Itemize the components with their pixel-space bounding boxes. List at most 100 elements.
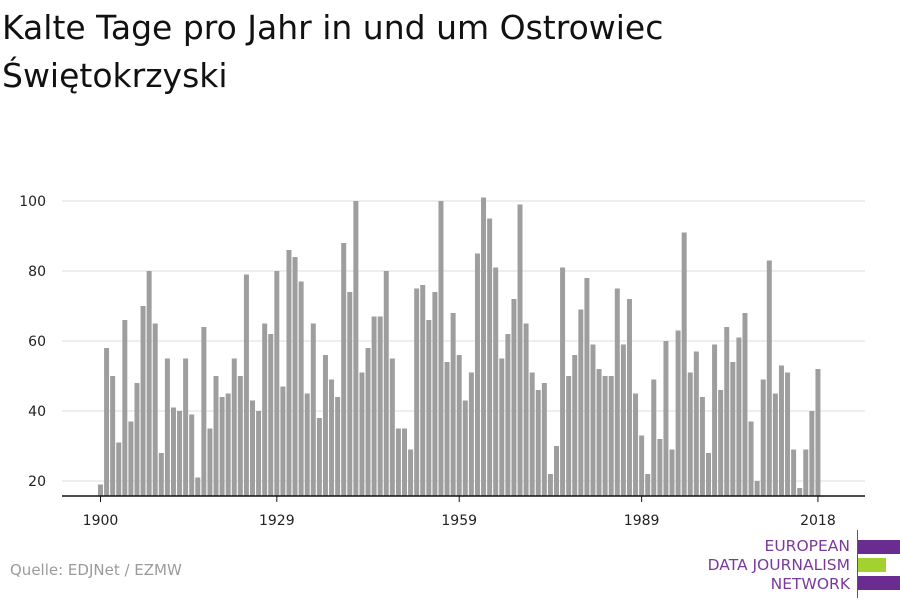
bar-1955[interactable] — [432, 292, 438, 496]
bar-1934[interactable] — [304, 393, 310, 497]
bar-1946[interactable] — [377, 316, 383, 497]
bar-1970[interactable] — [523, 323, 529, 497]
bar-1953[interactable] — [420, 285, 426, 496]
bar-1948[interactable] — [389, 358, 395, 497]
bar-1954[interactable] — [426, 320, 432, 496]
bar-2008[interactable] — [754, 481, 760, 496]
bar-1925[interactable] — [250, 400, 255, 497]
bar-1989[interactable] — [639, 435, 645, 497]
bar-1912[interactable] — [170, 407, 176, 497]
bar-2001[interactable] — [712, 344, 718, 497]
bar-2006[interactable] — [742, 313, 748, 496]
bar-2007[interactable] — [748, 421, 754, 497]
bar-1906[interactable] — [134, 383, 140, 496]
bar-1951[interactable] — [408, 449, 414, 497]
bar-1957[interactable] — [444, 362, 450, 496]
bar-1958[interactable] — [450, 313, 456, 496]
bar-1940[interactable] — [341, 243, 347, 496]
bar-1947[interactable] — [383, 271, 389, 496]
bar-2004[interactable] — [730, 362, 736, 496]
bar-1910[interactable] — [158, 453, 164, 496]
edjnet-logo[interactable]: EUROPEAN DATA JOURNALISM NETWORK — [700, 528, 900, 600]
bar-1968[interactable] — [511, 299, 517, 496]
bar-1923[interactable] — [237, 376, 243, 496]
bar-1976[interactable] — [560, 267, 566, 497]
bar-1924[interactable] — [243, 274, 249, 497]
bar-2005[interactable] — [736, 337, 742, 497]
bar-1975[interactable] — [554, 446, 559, 496]
bar-1973[interactable] — [541, 383, 547, 496]
bar-1979[interactable] — [578, 309, 584, 497]
bar-2012[interactable] — [778, 365, 784, 497]
bar-1926[interactable] — [256, 411, 262, 496]
bar-1922[interactable] — [231, 358, 237, 497]
bar-2016[interactable] — [803, 449, 809, 497]
bar-2011[interactable] — [772, 393, 778, 497]
bar-1967[interactable] — [505, 334, 511, 496]
bar-1986[interactable] — [620, 344, 626, 497]
bar-1943[interactable] — [359, 372, 365, 497]
bar-1942[interactable] — [353, 201, 359, 496]
bar-1980[interactable] — [584, 278, 590, 496]
bar-1999[interactable] — [699, 397, 705, 496]
bar-1920[interactable] — [219, 397, 225, 496]
bar-1993[interactable] — [663, 341, 669, 496]
bar-1928[interactable] — [268, 334, 274, 496]
bar-1903[interactable] — [116, 442, 122, 497]
bar-1938[interactable] — [329, 379, 335, 497]
bar-1952[interactable] — [414, 288, 420, 497]
bar-1944[interactable] — [365, 348, 371, 496]
bar-1990[interactable] — [645, 474, 651, 496]
bar-1908[interactable] — [146, 271, 152, 496]
bar-1911[interactable] — [164, 358, 170, 497]
bar-1983[interactable] — [602, 376, 608, 496]
bar-1927[interactable] — [262, 323, 268, 497]
bar-1932[interactable] — [292, 257, 298, 496]
bar-1902[interactable] — [110, 376, 116, 496]
bar-2000[interactable] — [706, 453, 711, 496]
bar-1949[interactable] — [395, 428, 401, 497]
bar-1995[interactable] — [675, 330, 681, 497]
bar-2017[interactable] — [809, 411, 815, 496]
bar-2018[interactable] — [815, 369, 821, 496]
bar-1997[interactable] — [687, 372, 693, 497]
bar-1931[interactable] — [286, 250, 292, 496]
bar-1956[interactable] — [438, 201, 444, 496]
bar-1981[interactable] — [590, 344, 596, 497]
bar-1960[interactable] — [462, 400, 468, 497]
bar-1969[interactable] — [517, 204, 523, 497]
bar-1992[interactable] — [657, 439, 663, 496]
bar-1961[interactable] — [468, 372, 474, 497]
bar-1964[interactable] — [487, 218, 493, 497]
bar-1971[interactable] — [529, 372, 535, 497]
bar-1950[interactable] — [402, 428, 407, 497]
bar-1998[interactable] — [693, 351, 699, 497]
bar-2002[interactable] — [718, 390, 724, 496]
bar-1987[interactable] — [626, 299, 632, 496]
bar-1941[interactable] — [347, 292, 353, 496]
bar-1994[interactable] — [669, 449, 675, 497]
bar-1900[interactable] — [98, 484, 103, 497]
bar-1966[interactable] — [499, 358, 505, 497]
bar-1933[interactable] — [298, 281, 304, 497]
bar-1907[interactable] — [140, 306, 146, 496]
bar-1918[interactable] — [207, 428, 213, 497]
bar-2013[interactable] — [785, 372, 791, 497]
bar-1930[interactable] — [280, 386, 286, 497]
bar-1939[interactable] — [335, 397, 341, 496]
bar-1984[interactable] — [608, 376, 614, 496]
bar-1901[interactable] — [104, 348, 110, 496]
bar-1988[interactable] — [633, 393, 639, 497]
bar-1991[interactable] — [651, 379, 657, 497]
bar-1985[interactable] — [614, 288, 620, 497]
bar-1914[interactable] — [183, 358, 189, 497]
bar-2010[interactable] — [766, 260, 772, 497]
bar-2015[interactable] — [797, 488, 803, 496]
bar-2003[interactable] — [724, 327, 730, 496]
bar-1972[interactable] — [535, 390, 541, 496]
bar-1959[interactable] — [456, 355, 462, 496]
bar-1974[interactable] — [547, 474, 553, 496]
bar-1929[interactable] — [274, 271, 280, 496]
bar-1915[interactable] — [189, 414, 195, 497]
bar-1945[interactable] — [371, 316, 377, 497]
